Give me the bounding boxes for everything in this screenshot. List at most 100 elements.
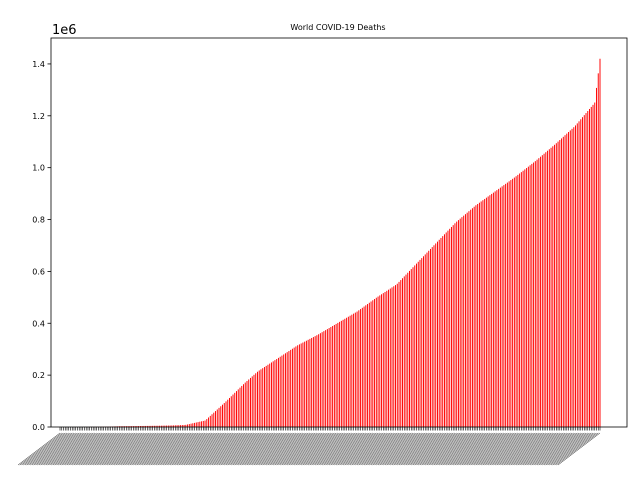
bar xyxy=(239,387,241,427)
bar xyxy=(241,385,243,427)
x-tick-label xyxy=(273,432,316,466)
x-tick-label xyxy=(120,432,164,466)
bar xyxy=(267,364,269,427)
bar xyxy=(452,225,454,427)
x-tick-label xyxy=(279,432,323,466)
x-tick-label xyxy=(440,432,484,466)
x-tick-label xyxy=(356,432,400,466)
bar xyxy=(543,153,545,427)
bar xyxy=(206,419,208,427)
x-tick-label xyxy=(68,432,111,466)
x-tick-label xyxy=(519,432,562,466)
x-tick-label xyxy=(79,432,122,466)
bar xyxy=(545,152,547,428)
bar xyxy=(580,119,582,427)
x-tick-label xyxy=(162,432,206,466)
bar xyxy=(463,215,465,427)
x-tick-label xyxy=(454,432,498,466)
bar xyxy=(562,136,564,427)
x-tick-label xyxy=(239,432,283,466)
bar xyxy=(388,289,390,427)
bar xyxy=(470,209,472,427)
x-tick-label xyxy=(295,432,339,466)
x-tick-label xyxy=(276,432,319,466)
x-tick-label xyxy=(138,432,181,466)
bar xyxy=(270,362,272,427)
x-tick-label xyxy=(210,432,253,466)
bar xyxy=(255,373,257,427)
bar xyxy=(333,324,335,427)
bar xyxy=(438,239,440,427)
bar xyxy=(146,425,148,427)
x-tick-label xyxy=(82,432,125,466)
bar xyxy=(134,426,136,427)
bar xyxy=(437,241,438,427)
bar xyxy=(536,159,538,428)
x-tick-label xyxy=(112,432,155,466)
x-tick-label xyxy=(376,432,419,466)
x-tick-label xyxy=(316,432,359,466)
bar xyxy=(236,391,237,427)
bar xyxy=(368,302,370,427)
bar xyxy=(314,336,316,427)
bar xyxy=(403,276,405,427)
bar xyxy=(138,426,140,427)
x-tick-label xyxy=(542,432,585,466)
x-tick-label xyxy=(106,432,150,466)
bar xyxy=(590,106,592,427)
bar xyxy=(538,158,540,427)
bar xyxy=(498,188,500,427)
x-tick-label xyxy=(402,432,445,466)
bar xyxy=(367,304,369,427)
bar xyxy=(243,384,244,427)
x-tick-label xyxy=(529,432,573,466)
x-tick-label xyxy=(103,432,146,466)
x-tick-label xyxy=(283,432,326,466)
bar xyxy=(375,297,377,427)
x-tick-label xyxy=(213,432,256,466)
bar xyxy=(400,280,402,427)
x-tick-label xyxy=(182,432,225,466)
x-tick-label xyxy=(253,432,297,466)
x-tick-label xyxy=(126,432,169,466)
x-tick-label xyxy=(113,432,157,466)
x-tick-label xyxy=(175,432,218,466)
x-tick-label xyxy=(173,432,216,466)
x-tick-label xyxy=(257,432,300,466)
bar xyxy=(354,312,356,427)
x-tick-label xyxy=(409,432,452,466)
bar xyxy=(195,422,197,427)
bar xyxy=(379,295,381,427)
x-tick-label xyxy=(147,432,190,466)
x-tick-label xyxy=(557,432,601,466)
bar xyxy=(410,269,412,427)
bar xyxy=(501,186,503,427)
x-tick-label xyxy=(269,432,312,466)
bar xyxy=(424,254,426,427)
bar xyxy=(419,259,421,427)
x-tick-label xyxy=(386,432,429,466)
x-tick-label xyxy=(451,432,494,466)
bar xyxy=(342,319,344,427)
x-tick-label xyxy=(201,432,244,466)
x-tick-label xyxy=(145,432,188,466)
x-tick-label xyxy=(306,432,349,466)
bar xyxy=(423,256,424,427)
x-tick-label xyxy=(231,432,274,466)
bar xyxy=(304,341,306,427)
x-tick-label xyxy=(503,432,546,466)
x-tick-label xyxy=(383,432,426,466)
x-tick-label xyxy=(77,432,120,466)
bar xyxy=(489,195,491,427)
x-tick-label xyxy=(390,432,433,466)
bar xyxy=(335,323,337,427)
x-tick-label xyxy=(266,432,309,466)
x-tick-label xyxy=(84,432,127,466)
bar xyxy=(599,58,601,427)
x-tick-label xyxy=(533,432,576,466)
bar xyxy=(272,361,274,427)
x-tick-label xyxy=(19,432,62,466)
x-tick-label xyxy=(215,432,258,466)
x-tick-label xyxy=(37,432,80,466)
